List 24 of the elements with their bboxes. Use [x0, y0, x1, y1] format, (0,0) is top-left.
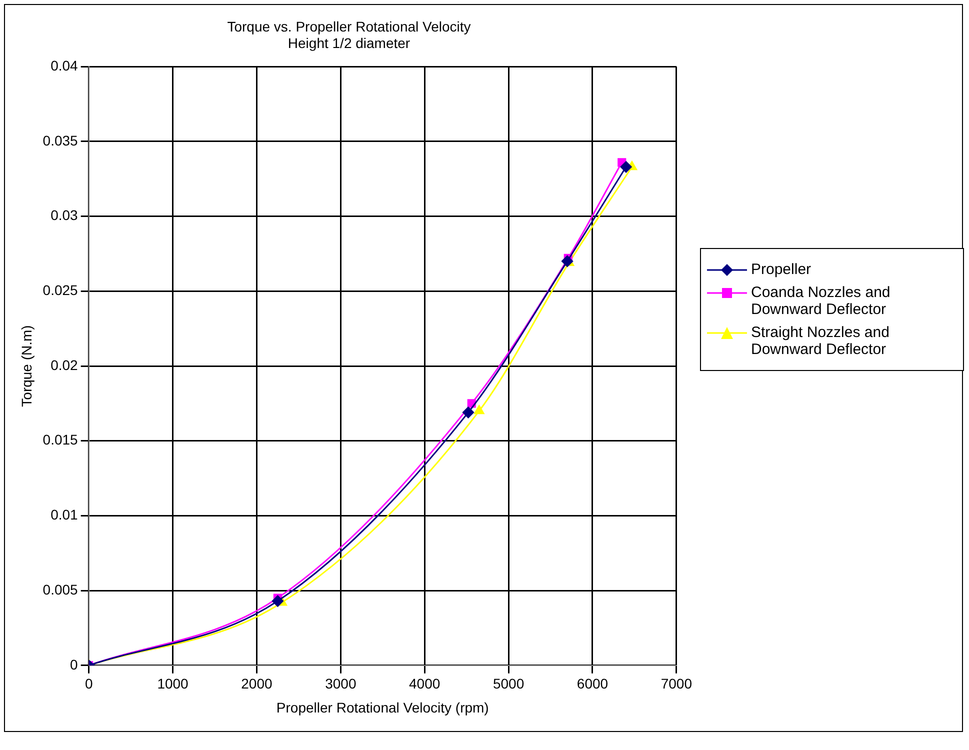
legend-label: Straight Nozzles and Downward Deflector — [751, 324, 890, 358]
y-tick-label: 0.04 — [50, 57, 78, 74]
chart-subtitle: Height 1/2 diameter — [288, 35, 410, 52]
legend-label: Coanda Nozzles and Downward Deflector — [751, 284, 892, 318]
x-tick-label: 1000 — [157, 676, 189, 692]
y-tick-label: 0.015 — [42, 432, 78, 448]
x-tick-label: 5000 — [492, 676, 524, 692]
x-tick-label: 7000 — [660, 676, 692, 692]
x-tick-label: 3000 — [325, 676, 356, 692]
y-tick-label: 0.03 — [50, 207, 78, 224]
y-tick-label: 0.02 — [50, 356, 78, 373]
x-axis-title: Propeller Rotational Velocity (rpm) — [276, 699, 489, 716]
y-tick-label: 0 — [70, 656, 78, 672]
y-tick-label: 0.025 — [42, 282, 78, 298]
x-tick-label: 0 — [84, 676, 93, 692]
y-axis-title: Torque (N.m) — [18, 325, 34, 407]
y-tick-label: 0.01 — [50, 506, 78, 523]
y-tick-label: 0.005 — [42, 581, 78, 598]
x-tick-label: 4000 — [409, 676, 440, 692]
legend-label: Propeller — [751, 261, 812, 278]
chart-title: Torque vs. Propeller Rotational Velocity — [227, 18, 471, 34]
x-tick-label: 2000 — [241, 676, 272, 692]
y-tick-label: 0.035 — [42, 132, 78, 148]
x-tick-label: 6000 — [576, 676, 608, 692]
